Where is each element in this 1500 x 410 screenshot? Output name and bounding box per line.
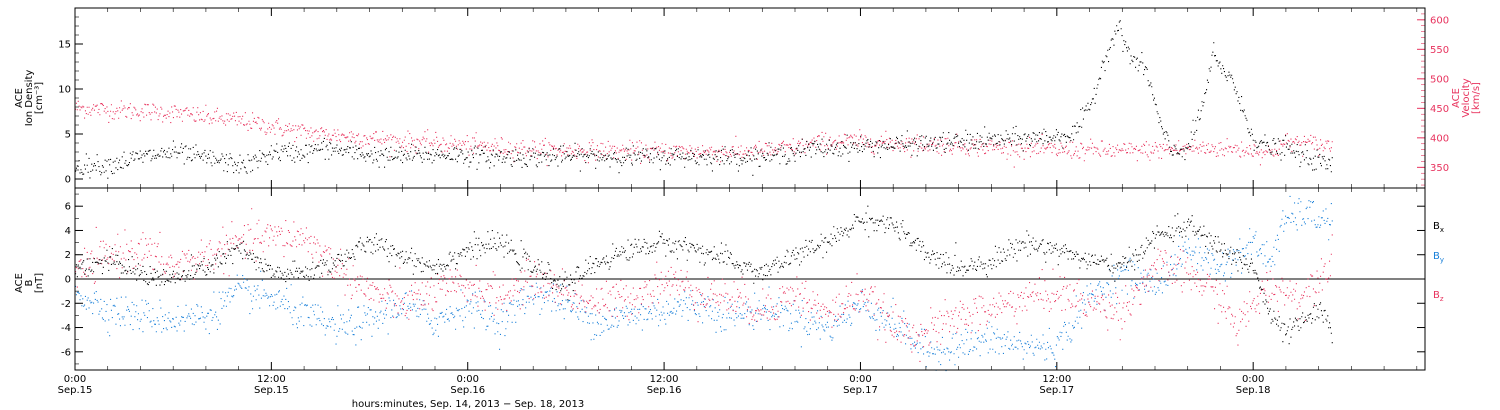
bx-series-points (75, 205, 1333, 345)
legend-entry-bx: Bx (1433, 221, 1444, 234)
legend-entry-bz: Bz (1433, 290, 1444, 303)
x-axis-title: hours:minutes, Sep. 14, 2013 − Sep. 18, … (352, 399, 585, 410)
x-tick-date-label: Sep.16 (647, 385, 682, 396)
x-tick-time-label: 0:00 (849, 374, 871, 385)
b-field-tick-label: 4 (65, 226, 71, 237)
x-tick-date-label: Sep.17 (1039, 385, 1074, 396)
x-tick-date-label: Sep.15 (58, 385, 93, 396)
by-series-points (75, 195, 1333, 372)
x-tick-time-label: 0:00 (64, 374, 86, 385)
bottom-panel-frame (74, 187, 1426, 371)
velocity-tick-label: 550 (1430, 45, 1449, 56)
x-tick-time-label: 0:00 (456, 374, 478, 385)
velocity-tick-label: 350 (1430, 163, 1449, 174)
x-tick-time-label: 0:00 (1242, 374, 1264, 385)
b-field-tick-label: 0 (65, 275, 71, 286)
ion-density-velocity-panel: 0 5 10 15 ACEIon Density[cm⁻³] 350 400 450 500 55… (14, 7, 1482, 189)
velocity-tick-label: 450 (1430, 104, 1449, 115)
x-tick-date-label: Sep.16 (450, 385, 485, 396)
legend: Bx By Bz (1433, 221, 1444, 303)
density-axis-label: ACEIon Density[cm⁻³] (14, 70, 45, 127)
b-field-tick-label: -6 (61, 347, 71, 358)
x-tick-time-label: 12:00 (1042, 374, 1071, 385)
velocity-series-points (75, 100, 1333, 168)
velocity-axis: 350 400 450 500 550 600 ACEVelocity[km/s] (1417, 7, 1482, 186)
density-tick-label: 5 (65, 130, 71, 141)
b-field-tick-label: 2 (65, 250, 71, 261)
x-tick-date-label: Sep.15 (254, 385, 289, 396)
velocity-tick-label: 400 (1430, 133, 1449, 144)
density-axis: 0 5 10 15 ACEIon Density[cm⁻³] (14, 7, 83, 189)
velocity-tick-label: 500 (1430, 74, 1449, 85)
density-tick-label: 15 (58, 40, 71, 51)
b-field-tick-label: -2 (61, 299, 71, 310)
density-series (75, 20, 1333, 179)
velocity-series (75, 100, 1333, 168)
density-series-points (75, 20, 1333, 179)
velocity-axis-label: ACEVelocity[km/s] (1451, 78, 1482, 117)
bx-series (75, 205, 1333, 345)
bz-series (75, 208, 1333, 362)
time-axis: hours:minutes, Sep. 14, 2013 − Sep. 18, … (58, 8, 1418, 410)
by-series (75, 195, 1333, 372)
x-tick-time-label: 12:00 (257, 374, 286, 385)
b-field-axis-label: ACEB[nT] (14, 273, 45, 293)
legend-entry-by: By (1433, 251, 1444, 264)
b-field-tick-label: -4 (61, 323, 71, 334)
x-tick-date-label: Sep.18 (1236, 385, 1271, 396)
top-panel-frame (74, 7, 1426, 189)
velocity-tick-label: 600 (1430, 15, 1449, 26)
density-tick-label: 10 (58, 85, 71, 96)
bz-series-points (75, 208, 1333, 362)
b-field-tick-label: 6 (65, 202, 71, 213)
x-tick-date-label: Sep.17 (843, 385, 878, 396)
density-tick-label: 0 (65, 175, 71, 186)
magnetic-field-panel: -6 -4 -2 0 2 4 6 ACEB[nT] Bx By Bz (14, 187, 1444, 372)
x-tick-time-label: 12:00 (650, 374, 679, 385)
